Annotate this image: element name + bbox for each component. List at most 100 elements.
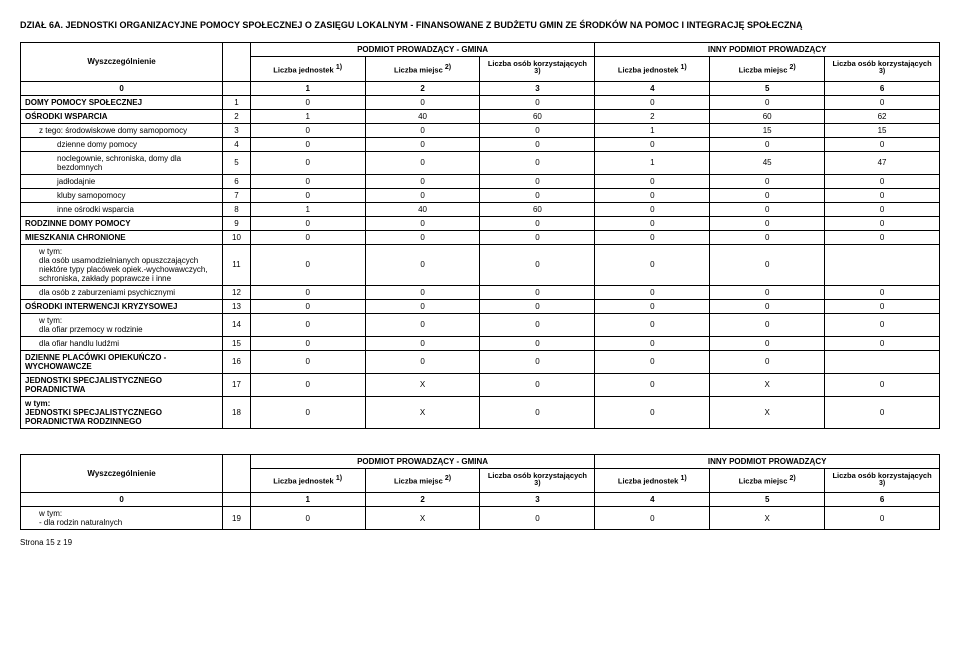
table-row: dzienne domy pomocy4000000 (21, 137, 940, 151)
data-cell: 0 (710, 230, 825, 244)
data-cell: 0 (825, 285, 940, 299)
header2-gmina: PODMIOT PROWADZĄCY - GMINA (250, 454, 595, 468)
data-cell: 0 (825, 174, 940, 188)
data-cell: 0 (250, 123, 365, 137)
data-cell: 0 (480, 285, 595, 299)
data-cell: 0 (710, 95, 825, 109)
table-row: OŚRODKI INTERWENCJI KRYZYSOWEJ13000000 (21, 299, 940, 313)
sub-osob-1: Liczba osób korzystających 3) (480, 57, 595, 82)
data-cell: X (365, 396, 480, 428)
col-idx-5: 5 (710, 81, 825, 95)
table-row: noclegownie, schroniska, domy dla bezdom… (21, 151, 940, 174)
table-row: OŚRODKI WSPARCIA21406026062 (21, 109, 940, 123)
data-cell: 0 (825, 299, 940, 313)
row-number: 3 (223, 123, 251, 137)
data-cell: X (710, 396, 825, 428)
data-cell: 0 (595, 396, 710, 428)
col-idx-4: 4 (595, 81, 710, 95)
table-row: MIESZKANIA CHRONIONE10000000 (21, 230, 940, 244)
data-cell: 0 (825, 313, 940, 336)
data-cell: 0 (710, 174, 825, 188)
data-cell: 15 (710, 123, 825, 137)
data-cell: 0 (250, 151, 365, 174)
row-label: w tym: dla ofiar przemocy w rodzinie (21, 313, 223, 336)
data-cell: 60 (710, 109, 825, 123)
data-cell: 1 (595, 151, 710, 174)
data-cell: 0 (250, 507, 365, 530)
data-cell: 0 (250, 313, 365, 336)
data-cell: 2 (595, 109, 710, 123)
data-cell (825, 350, 940, 373)
row-label: inne ośrodki wsparcia (21, 202, 223, 216)
data-cell: 0 (480, 299, 595, 313)
data-cell: 0 (250, 188, 365, 202)
data-cell: 0 (480, 95, 595, 109)
data-cell: 62 (825, 109, 940, 123)
data-cell: 0 (250, 299, 365, 313)
data-cell (825, 244, 940, 285)
data-cell: 60 (480, 109, 595, 123)
table-row: z tego: środowiskowe domy samopomocy3000… (21, 123, 940, 137)
data-cell: 0 (250, 350, 365, 373)
header-gmina: PODMIOT PROWADZĄCY - GMINA (250, 43, 595, 57)
data-cell: 0 (595, 174, 710, 188)
data-cell: 0 (825, 95, 940, 109)
data-cell: 15 (825, 123, 940, 137)
data-cell: X (365, 373, 480, 396)
data-cell: 45 (710, 151, 825, 174)
table-row: w tym: dla ofiar przemocy w rodzinie1400… (21, 313, 940, 336)
table-row: w tym: JEDNOSTKI SPECJALISTYCZNEGO PORAD… (21, 396, 940, 428)
data-cell: 0 (250, 95, 365, 109)
data-cell: 0 (480, 123, 595, 137)
data-cell: 0 (365, 151, 480, 174)
row-label: w tym: JEDNOSTKI SPECJALISTYCZNEGO PORAD… (21, 396, 223, 428)
data-cell: 0 (480, 336, 595, 350)
data-cell: 0 (710, 216, 825, 230)
data-cell: 0 (480, 216, 595, 230)
table-row: dla osób z zaburzeniami psychicznymi1200… (21, 285, 940, 299)
data-cell: 0 (595, 188, 710, 202)
col-idx-2: 2 (365, 81, 480, 95)
row-number: 19 (223, 507, 251, 530)
row-label: jadłodajnie (21, 174, 223, 188)
data-cell: 0 (825, 188, 940, 202)
row-label: JEDNOSTKI SPECJALISTYCZNEGO PORADNICTWA (21, 373, 223, 396)
data-cell: 0 (480, 244, 595, 285)
row-number: 4 (223, 137, 251, 151)
header-wysz: Wyszczególnienie (21, 43, 223, 82)
data-cell: 0 (365, 174, 480, 188)
data-cell: 0 (365, 244, 480, 285)
data-cell: 0 (250, 216, 365, 230)
data-cell: 0 (825, 202, 940, 216)
row-number: 18 (223, 396, 251, 428)
data-cell: 0 (480, 313, 595, 336)
data-cell: 0 (595, 244, 710, 285)
row-label: OŚRODKI WSPARCIA (21, 109, 223, 123)
data-cell: 1 (250, 202, 365, 216)
data-cell: 0 (825, 230, 940, 244)
row-label: dzienne domy pomocy (21, 137, 223, 151)
data-cell: X (710, 373, 825, 396)
table-row: jadłodajnie6000000 (21, 174, 940, 188)
data-cell: 0 (365, 299, 480, 313)
sub-osob-2: Liczba osób korzystających 3) (825, 57, 940, 82)
data-cell: 0 (595, 137, 710, 151)
data-cell: 0 (595, 313, 710, 336)
data-cell: 1 (595, 123, 710, 137)
data-cell: 0 (825, 373, 940, 396)
data-cell: 0 (595, 216, 710, 230)
table-row: inne ośrodki wsparcia814060000 (21, 202, 940, 216)
data-cell: 40 (365, 109, 480, 123)
data-cell: 0 (250, 285, 365, 299)
row-label: w tym: dla osób usamodzielnianych opuszc… (21, 244, 223, 285)
data-cell: 0 (710, 202, 825, 216)
row-number: 15 (223, 336, 251, 350)
sub-miejsc-1: Liczba miejsc 2) (365, 57, 480, 82)
data-cell: 0 (825, 216, 940, 230)
data-cell: 0 (250, 244, 365, 285)
data-cell: 0 (250, 230, 365, 244)
data-cell: 0 (710, 336, 825, 350)
data-cell: 0 (250, 174, 365, 188)
row-label: MIESZKANIA CHRONIONE (21, 230, 223, 244)
page-footer: Strona 15 z 19 (20, 538, 940, 547)
